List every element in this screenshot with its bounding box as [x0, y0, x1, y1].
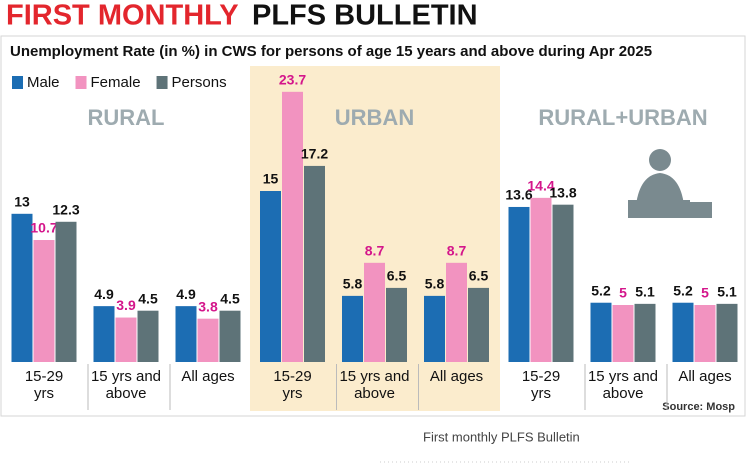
x-tick-label: All ages [181, 368, 235, 385]
bar [424, 295, 445, 362]
worker-icon [628, 149, 712, 218]
group-label: RURAL [88, 105, 165, 130]
value-label: 13 [14, 194, 30, 210]
value-label: 4.9 [94, 286, 114, 302]
bar [612, 305, 634, 362]
value-label: 6.5 [469, 268, 489, 284]
value-label: 12.3 [52, 201, 79, 217]
bar [197, 318, 219, 362]
value-label: 5.8 [343, 276, 363, 292]
bar [33, 240, 55, 362]
value-label: 23.7 [279, 72, 306, 88]
bar [137, 310, 159, 362]
x-tick-label: 15 yrs and above [587, 368, 659, 402]
legend-swatch [75, 76, 87, 89]
bar [219, 310, 241, 362]
bar [716, 303, 738, 362]
caption: First monthly PLFS Bulletin [423, 429, 580, 444]
value-label: 4.9 [176, 286, 196, 302]
legend-swatch [12, 76, 23, 89]
value-label: 5.2 [673, 282, 693, 298]
value-label: 13.8 [549, 184, 576, 200]
value-label: 17.2 [301, 146, 328, 162]
x-tick-label: 15 yrs and above [339, 368, 410, 402]
bar [342, 295, 363, 362]
x-tick-label: All ages [429, 368, 484, 385]
value-label: 8.7 [447, 243, 467, 259]
value-label: 5.8 [425, 276, 445, 292]
bar [590, 302, 612, 362]
legend-label: Persons [172, 74, 227, 91]
x-tick-label: 15-29 yrs [24, 368, 64, 402]
bar [115, 317, 137, 362]
legend-swatch [156, 76, 168, 89]
subtitle: Unemployment Rate (in %) in CWS for pers… [10, 43, 652, 60]
title-red: FIRST MONTHLY [6, 0, 239, 32]
bar [282, 91, 303, 362]
value-label: 5 [701, 285, 709, 301]
value-label: 4.5 [138, 290, 158, 306]
value-label: 3.9 [116, 297, 136, 313]
bar [260, 191, 281, 362]
value-label: 15 [263, 171, 279, 187]
source: Source: Mosp [662, 401, 735, 413]
bar [634, 303, 656, 362]
bar [55, 221, 77, 362]
value-label: 5 [619, 285, 627, 301]
value-label: 5.1 [717, 284, 737, 300]
bar [530, 197, 552, 362]
value-label: 14.4 [527, 178, 554, 194]
bar [694, 305, 716, 362]
value-label: 5.1 [635, 284, 655, 300]
bar [364, 262, 385, 362]
bar [508, 206, 530, 362]
bar [468, 287, 489, 362]
value-label: 4.5 [220, 290, 240, 306]
legend-label: Female [91, 74, 141, 91]
x-tick-label: 15-29 yrs [273, 368, 312, 402]
value-label: 10.7 [30, 220, 57, 236]
bar [672, 302, 694, 362]
bar [552, 204, 574, 362]
bar [175, 306, 197, 362]
bar [446, 262, 467, 362]
value-label: 13.6 [505, 187, 532, 203]
bar [11, 213, 33, 362]
x-tick-label: 15-29 yrs [521, 368, 561, 402]
x-tick-label: All ages [678, 368, 732, 385]
value-label: 8.7 [365, 243, 385, 259]
value-label: 6.5 [387, 268, 407, 284]
bar [386, 287, 407, 362]
legend-label: Male [27, 74, 60, 91]
value-label: 5.2 [591, 282, 611, 298]
group-label: RURAL+URBAN [538, 105, 707, 130]
title-black: PLFS BULLETIN [252, 0, 478, 32]
chart-frame [0, 35, 746, 417]
x-tick-label: 15 yrs and above [90, 368, 162, 402]
bar [304, 165, 325, 362]
value-label: 3.8 [198, 298, 218, 314]
bar [93, 306, 115, 362]
group-label: URBAN [335, 105, 414, 130]
